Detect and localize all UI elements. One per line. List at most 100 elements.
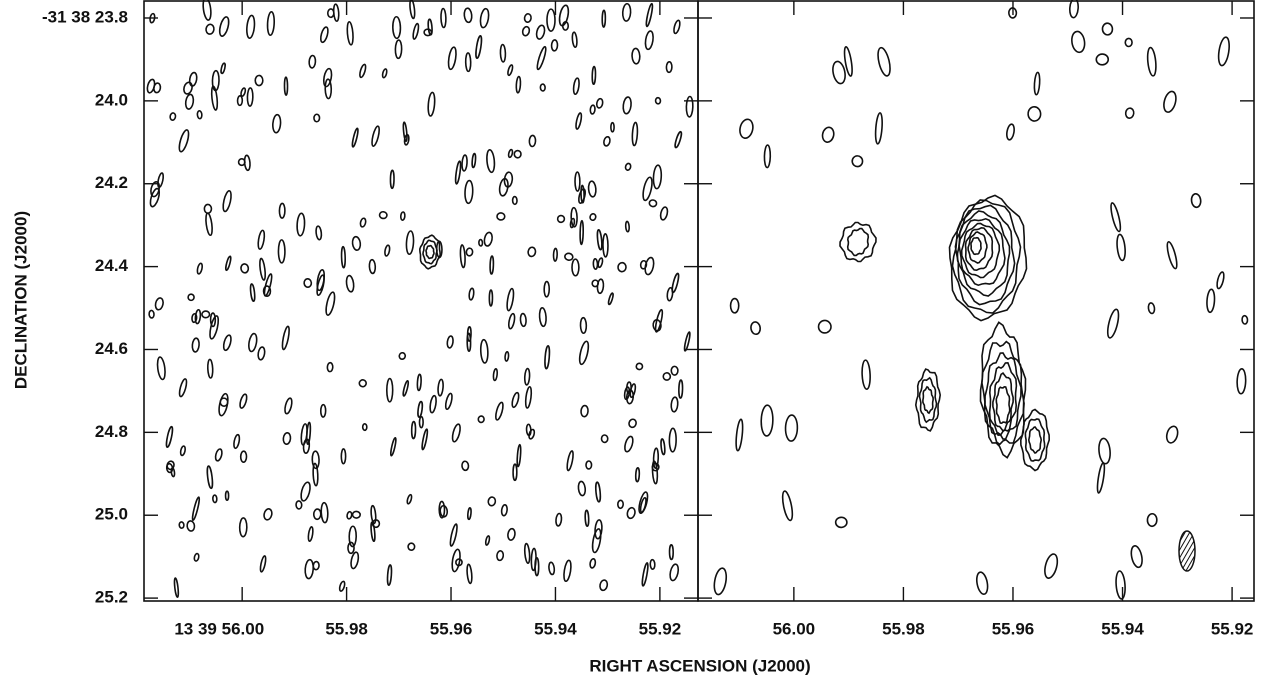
contour	[964, 226, 994, 272]
contour	[507, 312, 516, 330]
contour	[527, 246, 537, 258]
contour	[668, 427, 677, 453]
contour	[861, 359, 871, 390]
contour	[407, 542, 416, 551]
contour	[594, 519, 603, 540]
contour	[602, 232, 609, 258]
contour	[639, 496, 647, 513]
contour	[958, 217, 1006, 287]
contour	[1116, 233, 1126, 262]
contour	[461, 460, 470, 472]
contour	[579, 219, 585, 246]
contour	[673, 19, 681, 35]
contour	[589, 212, 597, 222]
contour	[300, 423, 308, 446]
contour	[659, 206, 669, 221]
contour	[249, 283, 256, 302]
contour	[154, 297, 164, 311]
contour	[351, 235, 362, 251]
contour	[183, 81, 193, 95]
contour	[495, 401, 504, 421]
contour	[308, 54, 317, 69]
contour	[236, 95, 244, 107]
contour	[654, 96, 662, 105]
contour	[585, 460, 593, 470]
contour	[1096, 462, 1106, 494]
contour	[543, 280, 551, 298]
contour	[596, 278, 605, 295]
contour	[1241, 314, 1249, 325]
contour	[283, 76, 289, 96]
contour	[635, 362, 644, 371]
contour	[246, 87, 254, 107]
contour	[634, 467, 641, 483]
contour	[631, 121, 639, 147]
contour	[422, 239, 438, 265]
contour	[425, 244, 435, 260]
contour	[1165, 425, 1179, 444]
contour	[254, 74, 264, 87]
contour	[319, 26, 329, 44]
contour	[351, 127, 359, 148]
contour	[535, 24, 546, 40]
contour	[596, 229, 603, 251]
contour	[601, 9, 607, 28]
contour	[846, 227, 870, 257]
contour	[1071, 30, 1086, 54]
contour	[624, 162, 632, 171]
contour	[389, 169, 395, 190]
contour	[170, 467, 176, 478]
contour	[421, 428, 429, 451]
contour	[1216, 271, 1225, 290]
contour	[313, 113, 321, 123]
contour	[970, 236, 982, 256]
contour	[817, 319, 832, 334]
panel-frame	[697, 0, 1255, 602]
contour	[429, 394, 437, 414]
contour	[447, 46, 457, 71]
contour	[550, 39, 559, 52]
contour	[150, 181, 161, 198]
contour	[678, 379, 684, 399]
contour	[784, 414, 799, 442]
contour	[184, 93, 195, 110]
y-tick-label: -31 38 23.8	[42, 7, 128, 26]
contour	[1008, 7, 1018, 19]
contour	[165, 425, 174, 448]
contour	[539, 83, 546, 92]
contour	[1147, 302, 1156, 315]
contour	[466, 563, 473, 585]
contour	[660, 438, 666, 456]
contour	[398, 351, 407, 360]
contour	[459, 244, 466, 269]
contour	[416, 373, 422, 392]
contour	[577, 480, 587, 497]
contour	[624, 435, 634, 453]
contour	[238, 517, 248, 538]
contour	[178, 521, 185, 529]
contour	[496, 550, 505, 562]
contour	[307, 526, 314, 543]
contour	[239, 393, 248, 409]
contour	[471, 152, 477, 169]
contour	[403, 133, 410, 146]
contour	[439, 504, 449, 518]
contour	[578, 340, 590, 366]
contour	[359, 217, 367, 228]
contour	[735, 418, 744, 452]
contour	[479, 7, 490, 29]
contour	[214, 448, 223, 462]
contour	[523, 13, 532, 24]
contour	[1006, 123, 1015, 141]
contour	[579, 316, 588, 335]
contour	[649, 558, 656, 570]
x-tick-label: 55.96	[992, 619, 1035, 638]
contour	[521, 25, 531, 37]
contour	[506, 287, 515, 312]
contour	[205, 23, 215, 35]
contour	[346, 21, 354, 46]
contour	[1110, 202, 1122, 233]
contour	[851, 155, 864, 168]
contour	[626, 506, 636, 520]
contour	[461, 154, 468, 172]
